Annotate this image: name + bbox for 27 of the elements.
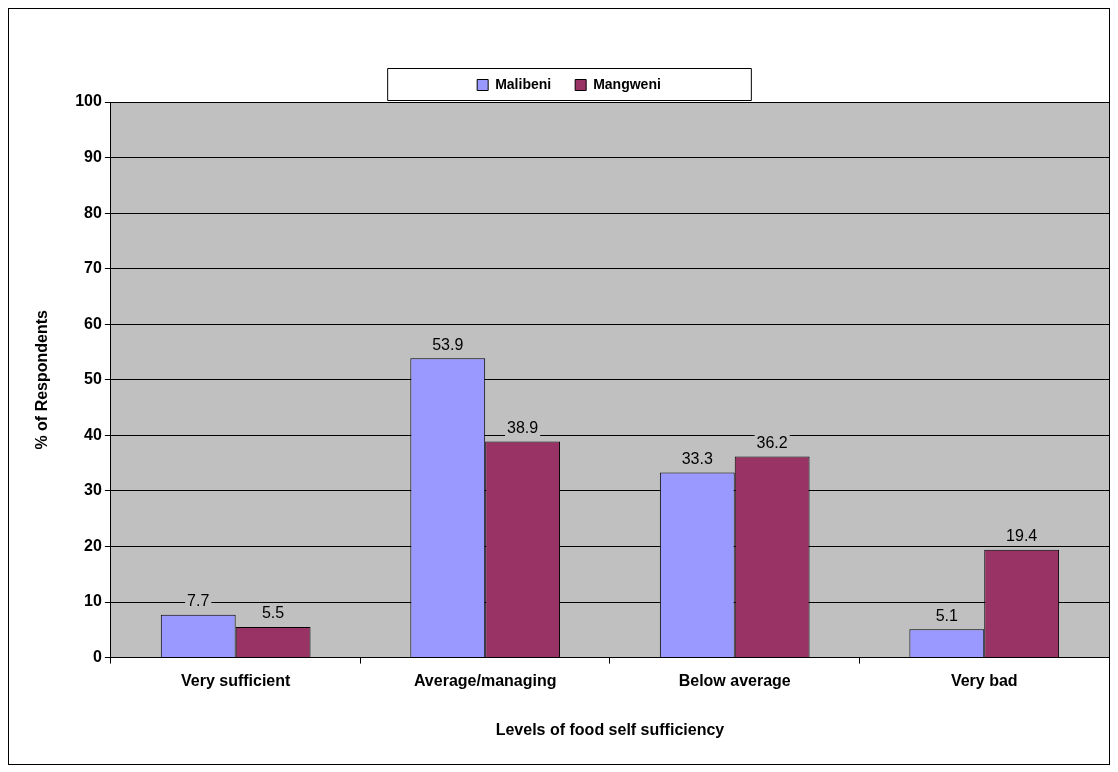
data-label: 7.7: [187, 592, 210, 610]
y-tick-label: 0: [92, 648, 102, 666]
y-tick-label: 100: [75, 92, 102, 110]
x-tick-label: Average/managing: [413, 671, 557, 689]
y-tick-label: 10: [84, 592, 102, 610]
legend-label: Mangweni: [593, 75, 661, 92]
data-label: 36.2: [756, 433, 788, 451]
legend-label: Malibeni: [495, 75, 552, 92]
y-tick-label: 20: [84, 536, 102, 554]
data-label: 38.9: [507, 418, 539, 436]
data-label: 5.5: [261, 604, 285, 622]
y-axis-title: % of Respondents: [33, 309, 51, 450]
data-label: 33.3: [681, 449, 713, 467]
y-tick-label: 30: [84, 481, 102, 499]
data-label: 19.4: [1006, 527, 1038, 545]
y-tick-label: 60: [84, 314, 102, 332]
x-tick-label: Very bad: [950, 671, 1018, 689]
x-tick-label: Very sufficient: [180, 671, 292, 689]
y-tick-label: 80: [84, 203, 102, 221]
data-label: 5.1: [935, 606, 959, 624]
x-axis-title: Levels of food self sufficiency: [495, 720, 725, 738]
y-tick-label: 40: [84, 425, 102, 443]
x-tick-label: Below average: [678, 671, 791, 689]
data-label: 53.9: [432, 335, 464, 353]
y-tick-label: 90: [84, 147, 102, 165]
y-tick-label: 50: [84, 370, 102, 388]
y-tick-label: 70: [84, 259, 102, 277]
